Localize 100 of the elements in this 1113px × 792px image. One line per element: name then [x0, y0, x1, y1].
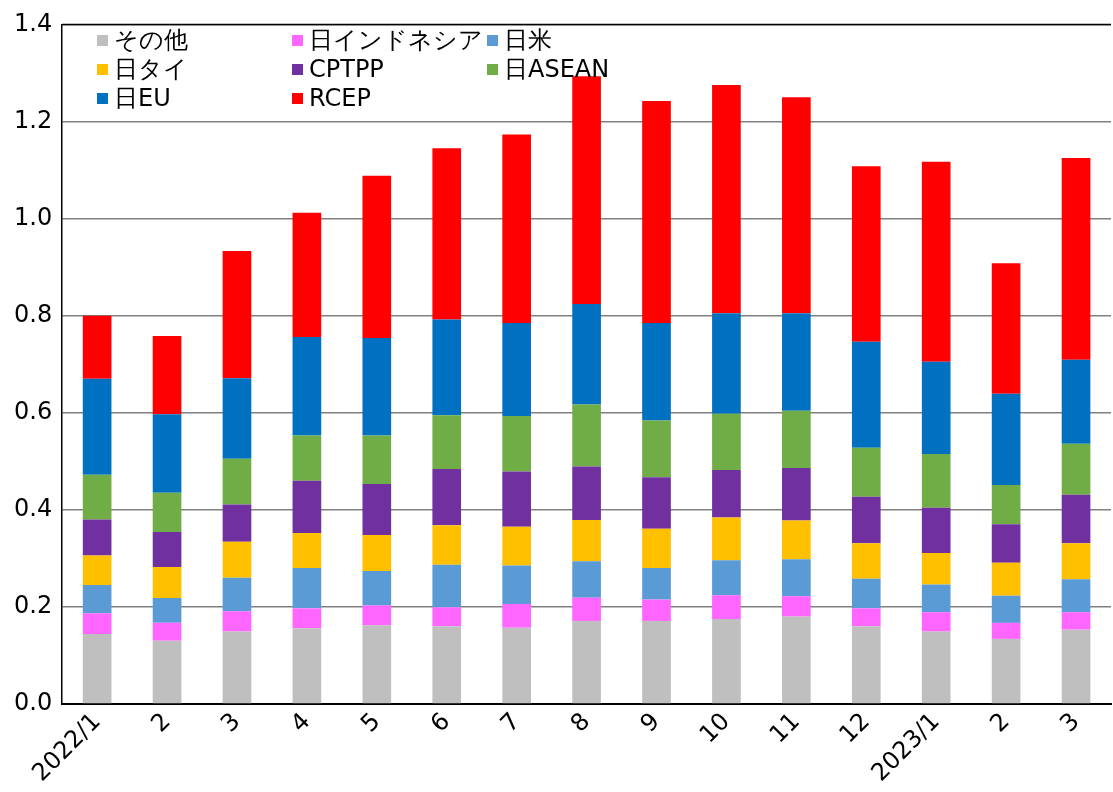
- bar: [782, 596, 811, 617]
- bar: [432, 415, 462, 470]
- bar: [921, 507, 951, 553]
- bar: [1061, 629, 1091, 704]
- bar: [1061, 359, 1091, 444]
- bar: [152, 567, 182, 599]
- bar: [82, 315, 112, 379]
- bar: [82, 613, 112, 635]
- bar: [432, 626, 462, 704]
- bar: [82, 519, 112, 556]
- bar: [851, 496, 881, 544]
- bar: [642, 477, 671, 529]
- bar: [991, 638, 1021, 704]
- bar: [991, 622, 1021, 639]
- bar: [292, 568, 322, 609]
- x-tick-label: 9: [634, 706, 666, 738]
- x-tick-label: 6: [424, 706, 456, 738]
- bar: [362, 605, 392, 626]
- bar: [921, 552, 951, 585]
- bar: [152, 336, 182, 415]
- bar: [991, 595, 1021, 623]
- legend-label: RCEP: [309, 84, 371, 113]
- bar: [502, 471, 531, 527]
- bar: [152, 532, 182, 568]
- legend-label: 日米: [504, 26, 552, 55]
- bar: [991, 263, 1021, 394]
- x-tick-label: 3: [1054, 706, 1085, 738]
- legend-label: CPTPP: [309, 55, 384, 84]
- bar: [851, 626, 881, 704]
- y-tick-label: 1.4: [14, 8, 53, 37]
- bar: [1061, 443, 1091, 495]
- bar: [991, 524, 1021, 563]
- bar: [82, 378, 112, 475]
- bar: [502, 322, 531, 417]
- bar: [851, 447, 881, 497]
- bar: [362, 175, 392, 338]
- bar: [222, 251, 252, 379]
- bar: [152, 414, 182, 493]
- bar: [292, 608, 322, 629]
- bar: [502, 416, 531, 472]
- bar: [991, 393, 1021, 486]
- bar: [921, 584, 951, 613]
- bar: [991, 485, 1021, 525]
- bar: [432, 607, 462, 627]
- bar: [222, 631, 252, 704]
- bar: [362, 535, 392, 571]
- bar: [292, 480, 322, 534]
- bar: [851, 608, 881, 627]
- bar: [1061, 494, 1091, 544]
- bar: [82, 634, 112, 704]
- bar: [362, 625, 392, 704]
- bar: [782, 97, 811, 314]
- bar: [921, 161, 951, 362]
- bar: [292, 435, 322, 481]
- bar: [572, 519, 601, 562]
- bar: [782, 559, 811, 597]
- bar: [292, 533, 322, 569]
- y-tick-label: 0.8: [14, 299, 53, 328]
- y-tick-label: 0.6: [14, 396, 53, 425]
- bar: [712, 595, 741, 619]
- bar: [642, 568, 671, 600]
- bar: [362, 435, 392, 485]
- x-tick-label: 11: [763, 706, 805, 749]
- bar: [712, 469, 741, 518]
- bar: [712, 313, 741, 414]
- bar: [921, 361, 951, 454]
- x-tick-label: 2: [984, 706, 1015, 738]
- bar: [1061, 543, 1091, 580]
- legend-label: 日ASEAN: [504, 55, 610, 84]
- bar: [782, 468, 811, 521]
- bar: [222, 504, 252, 542]
- legend-label: その他: [114, 26, 188, 55]
- x-tick-label: 8: [564, 706, 596, 738]
- bar: [82, 474, 112, 520]
- bar: [921, 631, 951, 704]
- bar: [851, 166, 881, 342]
- bar: [782, 616, 811, 704]
- legend-label: 日EU: [114, 84, 171, 113]
- bar: [572, 76, 601, 304]
- bar: [222, 378, 252, 459]
- bar: [642, 599, 671, 621]
- bar: [572, 404, 601, 467]
- bar: [851, 341, 881, 448]
- bar: [572, 597, 601, 621]
- bar: [82, 555, 112, 586]
- bar: [921, 612, 951, 632]
- bar: [292, 212, 322, 337]
- y-tick-label: 1.2: [14, 105, 53, 134]
- bar: [222, 611, 252, 632]
- bar: [642, 420, 671, 478]
- bar: [362, 570, 392, 606]
- bar: [1061, 157, 1091, 360]
- bar: [782, 410, 811, 469]
- bar: [851, 543, 881, 579]
- y-tick-label: 1.0: [14, 202, 53, 231]
- bar: [152, 622, 182, 641]
- bar: [502, 603, 531, 628]
- bar: [432, 564, 462, 608]
- bar: [362, 484, 392, 536]
- x-tick-label: 3: [215, 706, 246, 738]
